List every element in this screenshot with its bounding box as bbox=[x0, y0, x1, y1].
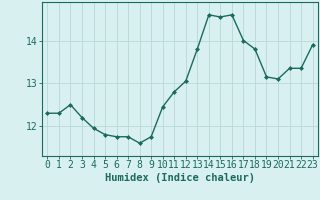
X-axis label: Humidex (Indice chaleur): Humidex (Indice chaleur) bbox=[105, 173, 255, 183]
